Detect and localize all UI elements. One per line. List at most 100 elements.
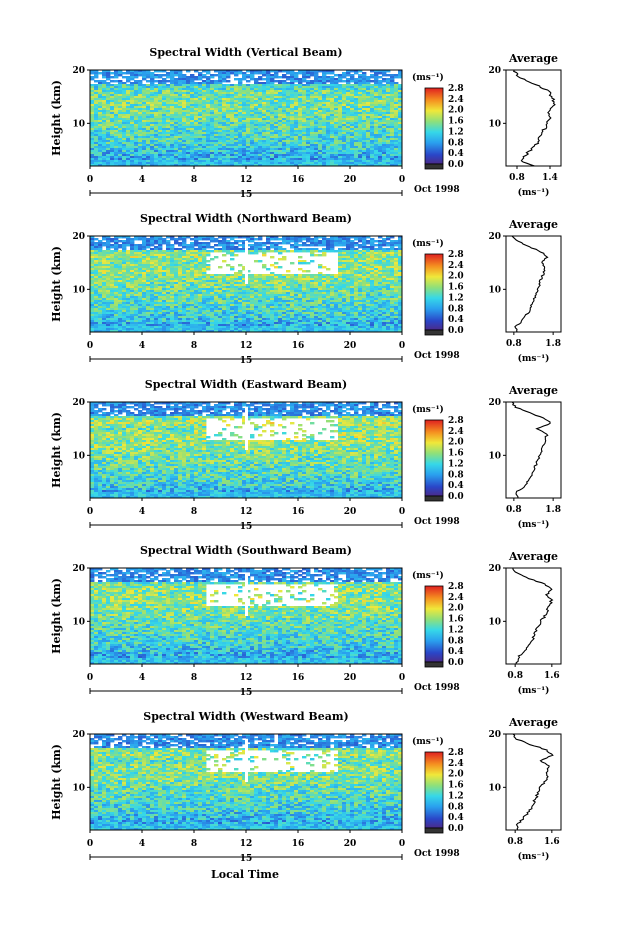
heatmap-cell — [146, 246, 150, 248]
colorbar-tick-label: 1.2 — [448, 127, 464, 137]
heatmap-cell — [246, 76, 250, 78]
heatmap-cell — [290, 246, 294, 248]
heatmap-cell — [214, 244, 218, 246]
heatmap — [90, 70, 402, 166]
heatmap-cell — [210, 240, 214, 242]
heatmap-cell — [334, 244, 338, 246]
heatmap-cell — [306, 270, 310, 272]
heatmap-cell — [298, 256, 302, 258]
heatmap-cell — [266, 242, 270, 244]
heatmap-cell — [182, 246, 186, 248]
heatmap-cell — [214, 74, 218, 76]
heatmap-cell — [270, 250, 274, 252]
heatmap-cell — [226, 76, 230, 78]
heatmap-cell — [250, 78, 254, 80]
heatmap-cell — [382, 80, 386, 82]
heatmap-cell — [298, 72, 302, 74]
average-profile-line — [514, 70, 555, 166]
heatmap-cell — [278, 266, 282, 268]
heatmap-cell — [110, 76, 114, 78]
heatmap-cell — [258, 238, 262, 240]
heatmap-cell — [290, 250, 294, 252]
heatmap-cell — [214, 250, 218, 252]
heatmap-cell — [138, 238, 142, 240]
heatmap-cell — [218, 244, 222, 246]
x-tick-label: 16 — [292, 175, 305, 185]
heatmap-cell — [190, 238, 194, 240]
heatmap-cell — [206, 238, 210, 240]
heatmap-cell — [322, 254, 326, 256]
heatmap-cell — [306, 250, 310, 252]
heatmap-cell — [342, 244, 346, 246]
heatmap-cell — [302, 262, 306, 264]
heatmap-cell — [314, 250, 318, 252]
heatmap-cell — [222, 260, 226, 262]
heatmap-cell — [206, 254, 210, 256]
y-tick-label: 20 — [72, 66, 85, 76]
heatmap-cell — [298, 262, 302, 264]
heatmap-cell — [274, 262, 278, 264]
heatmap-cell — [306, 244, 310, 246]
heatmap-cell — [230, 72, 234, 74]
heatmap-cell — [118, 246, 122, 248]
heatmap-cell — [238, 250, 242, 252]
heatmap-cell — [210, 76, 214, 78]
heatmap-cell — [102, 76, 106, 78]
y-tick-label: 10 — [72, 119, 85, 129]
heatmap-cell — [302, 270, 306, 272]
heatmap-cell — [94, 76, 98, 78]
colorbar — [425, 88, 443, 164]
heatmap-cell — [262, 74, 266, 76]
heatmap-cell — [162, 242, 166, 244]
panel-0: Spectral Width (Vertical Beam)1020Height… — [50, 46, 561, 200]
heatmap-cell — [274, 76, 278, 78]
heatmap-cell — [338, 80, 342, 82]
heatmap-cell — [254, 252, 258, 254]
heatmap-cell — [210, 258, 214, 260]
x-tick-label: 4 — [139, 175, 145, 185]
heatmap-cell — [302, 238, 306, 240]
heatmap-cell — [286, 250, 290, 252]
heatmap-cell — [386, 238, 390, 240]
heatmap-cell — [306, 76, 310, 78]
heatmap-cell — [282, 242, 286, 244]
heatmap-cell — [122, 76, 126, 78]
heatmap-cell — [126, 80, 130, 82]
x-tick-label: 12 — [240, 175, 253, 185]
average-xlabel: (ms⁻¹) — [518, 187, 550, 198]
colorbar-units: (ms⁻¹) — [412, 72, 444, 83]
heatmap-cell — [102, 238, 106, 240]
heatmap-cell — [330, 250, 334, 252]
heatmap-cell — [210, 250, 214, 252]
day-label: 15 — [240, 190, 253, 200]
heatmap-cell — [206, 246, 210, 248]
heatmap-cell — [290, 262, 294, 264]
heatmap-cell — [150, 244, 154, 246]
heatmap-cell — [110, 246, 114, 248]
heatmap-cell — [342, 80, 346, 82]
heatmap-cell — [222, 254, 226, 256]
heatmap-cell — [326, 250, 330, 252]
heatmap-cell — [278, 242, 282, 244]
heatmap-cell — [226, 252, 230, 254]
avg-y-tick-label: 10 — [488, 119, 501, 129]
heatmap-cell — [286, 270, 290, 272]
heatmap-cell — [358, 246, 362, 248]
heatmap-cell — [146, 76, 150, 78]
heatmap-cell — [178, 244, 182, 246]
heatmap-cell — [250, 240, 254, 242]
colorbar-tick-label: 2.8 — [448, 84, 464, 94]
heatmap-cell — [378, 76, 382, 78]
heatmap-cell — [126, 244, 130, 246]
heatmap-cell — [94, 238, 98, 240]
heatmap-cell — [154, 242, 158, 244]
heatmap-cell — [330, 72, 334, 74]
heatmap-cell — [230, 258, 234, 260]
heatmap-cell — [238, 244, 242, 246]
heatmap-cell — [274, 238, 278, 240]
heatmap — [90, 236, 402, 332]
heatmap-cell — [118, 240, 122, 242]
heatmap-cell — [370, 76, 374, 78]
heatmap-cell — [250, 252, 254, 254]
heatmap-cell — [278, 258, 282, 260]
